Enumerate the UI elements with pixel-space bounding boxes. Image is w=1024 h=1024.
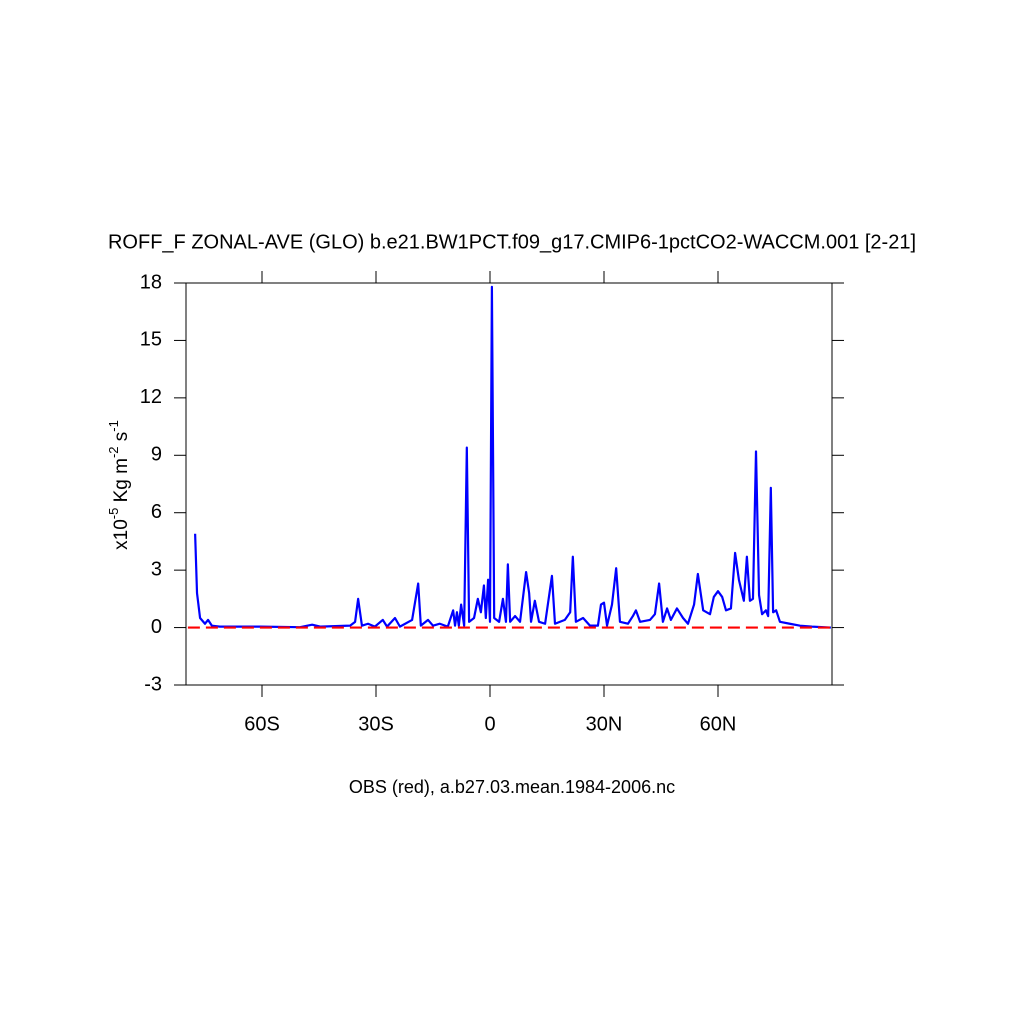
x-tick-label: 60N <box>700 713 737 735</box>
y-axis-label-part: x10 <box>111 519 132 550</box>
y-tick-label: 6 <box>151 501 162 523</box>
x-tick-label: 0 <box>484 713 495 735</box>
series-line <box>194 285 831 629</box>
y-axis-label-part: Kg m <box>111 458 132 508</box>
chart-title: ROFF_F ZONAL-AVE (GLO) b.e21.BW1PCT.f09_… <box>108 231 916 253</box>
x-tick-label: 60S <box>244 713 280 735</box>
y-tick-label: 15 <box>140 329 162 351</box>
y-axis-label-part: -2 <box>106 446 121 458</box>
y-tick-label: -3 <box>144 673 162 695</box>
y-tick-label: 0 <box>151 616 162 638</box>
y-tick-label: 12 <box>140 386 162 408</box>
y-tick-label: 3 <box>151 558 162 580</box>
y-axis-label: x10-5 Kg m-2 s-1 <box>106 420 132 550</box>
y-axis-label-part: -1 <box>106 420 121 432</box>
x-tick-label: 30S <box>358 713 394 735</box>
y-axis-label-part: -5 <box>106 508 121 520</box>
x-tick-label: 30N <box>586 713 623 735</box>
plot-frame <box>185 282 833 686</box>
y-tick-label: 18 <box>140 271 162 293</box>
y-tick-label: 9 <box>151 444 162 466</box>
x-axis-label: OBS (red), a.b27.03.mean.1984-2006.nc <box>349 777 675 797</box>
y-axis-label-part: s <box>111 432 132 447</box>
